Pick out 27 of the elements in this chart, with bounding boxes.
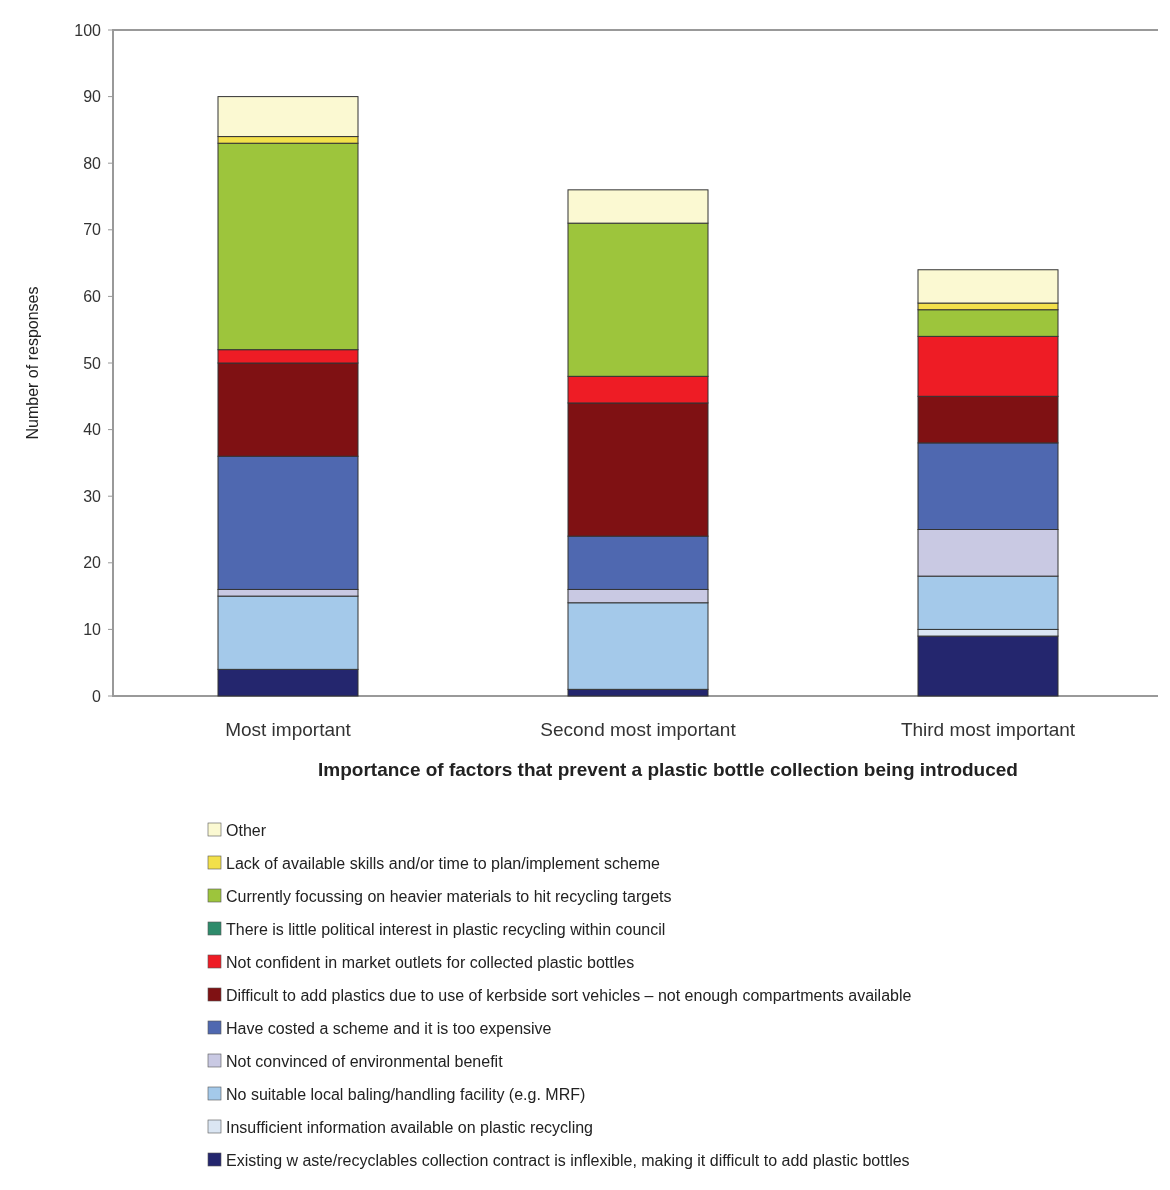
x-axis-title: Importance of factors that prevent a plastic bottle collection being introduced — [318, 759, 1018, 780]
legend-label: Existing w aste/recyclables collection contract is inflexible, making it difficult to add plastic bottles — [226, 1151, 910, 1169]
y-tick-label: 20 — [83, 554, 102, 572]
x-tick-label: Most important — [225, 719, 352, 740]
legend-label: There is little political interest in plastic recycling within council — [226, 920, 666, 938]
y-tick-label: 40 — [83, 421, 102, 439]
y-tick-label: 70 — [83, 221, 102, 239]
legend-label: Lack of available skills and/or time to plan/implement scheme — [226, 854, 661, 872]
y-tick-label: 0 — [92, 687, 102, 705]
x-tick-label: Second most important — [540, 719, 737, 740]
legend-label: Not confident in market outlets for collected plastic bottles — [226, 953, 635, 971]
y-tick-label: 80 — [83, 154, 102, 172]
x-tick-label: Third most important — [900, 719, 1076, 740]
legend-label: Other — [226, 821, 267, 839]
y-axis-title: Number of responses — [24, 286, 41, 440]
legend-label: Insufficient information available on plastic recycling — [226, 1118, 594, 1136]
legend-label: Currently focussing on heavier materials to hit recycling targets — [226, 887, 672, 905]
legend-label: Not convinced of environmental benefit — [226, 1052, 504, 1070]
y-tick-label: 60 — [83, 288, 102, 305]
y-tick-label: 50 — [83, 354, 102, 372]
legend-label: No suitable local baling/handling facility (e.g. MRF) — [226, 1085, 586, 1103]
y-tick-label: 10 — [83, 621, 102, 638]
y-tick-label: 90 — [83, 88, 102, 106]
y-tick-label: 30 — [83, 487, 102, 505]
legend-label: Difficult to add plastics due to use of kerbside sort vehicles – not enough compartments available — [226, 986, 912, 1004]
legend-label: Have costed a scheme and it is too expensive — [226, 1019, 552, 1037]
y-tick-label: 100 — [74, 21, 102, 39]
